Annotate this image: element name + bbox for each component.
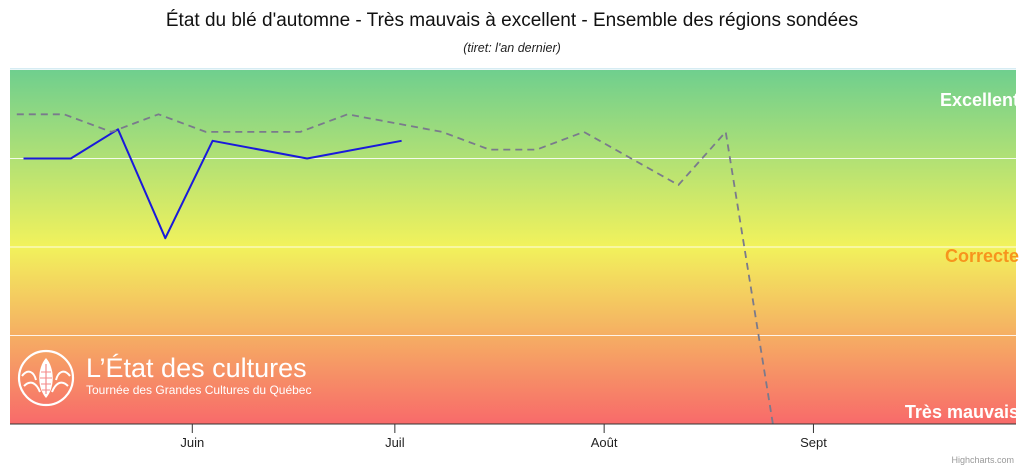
band-label: Correcte [945,246,1019,266]
series-line-solid[interactable] [23,128,402,240]
x-tick-label: Juin [180,435,204,450]
x-tick-label: Août [591,435,618,450]
band-label: Très mauvais [905,402,1019,422]
plot-top-border [10,68,1016,70]
x-axis-ticks: Juin Juil Août Sept [180,424,827,450]
watermark-logo: L’État des cultures Tournée des Grandes … [17,349,311,407]
watermark-subtitle: Tournée des Grandes Cultures du Québec [86,383,311,397]
y-band-labels: Excellent Correcte Très mauvais [905,90,1019,422]
grid-lines [10,158,1016,336]
credits-link[interactable]: Highcharts.com [951,455,1014,465]
x-tick-label: Sept [800,435,827,450]
x-tick-label: Juil [385,435,405,450]
chart-title: État du blé d'automne - Très mauvais à e… [166,10,858,31]
watermark-title: L’État des cultures [86,353,307,383]
chart-subtitle: (tiret: l'an dernier) [463,41,561,55]
series-line-dashed[interactable] [16,113,774,425]
band-label: Excellent [940,90,1019,110]
series-group [16,113,774,425]
wheat-logo-icon [17,349,75,407]
